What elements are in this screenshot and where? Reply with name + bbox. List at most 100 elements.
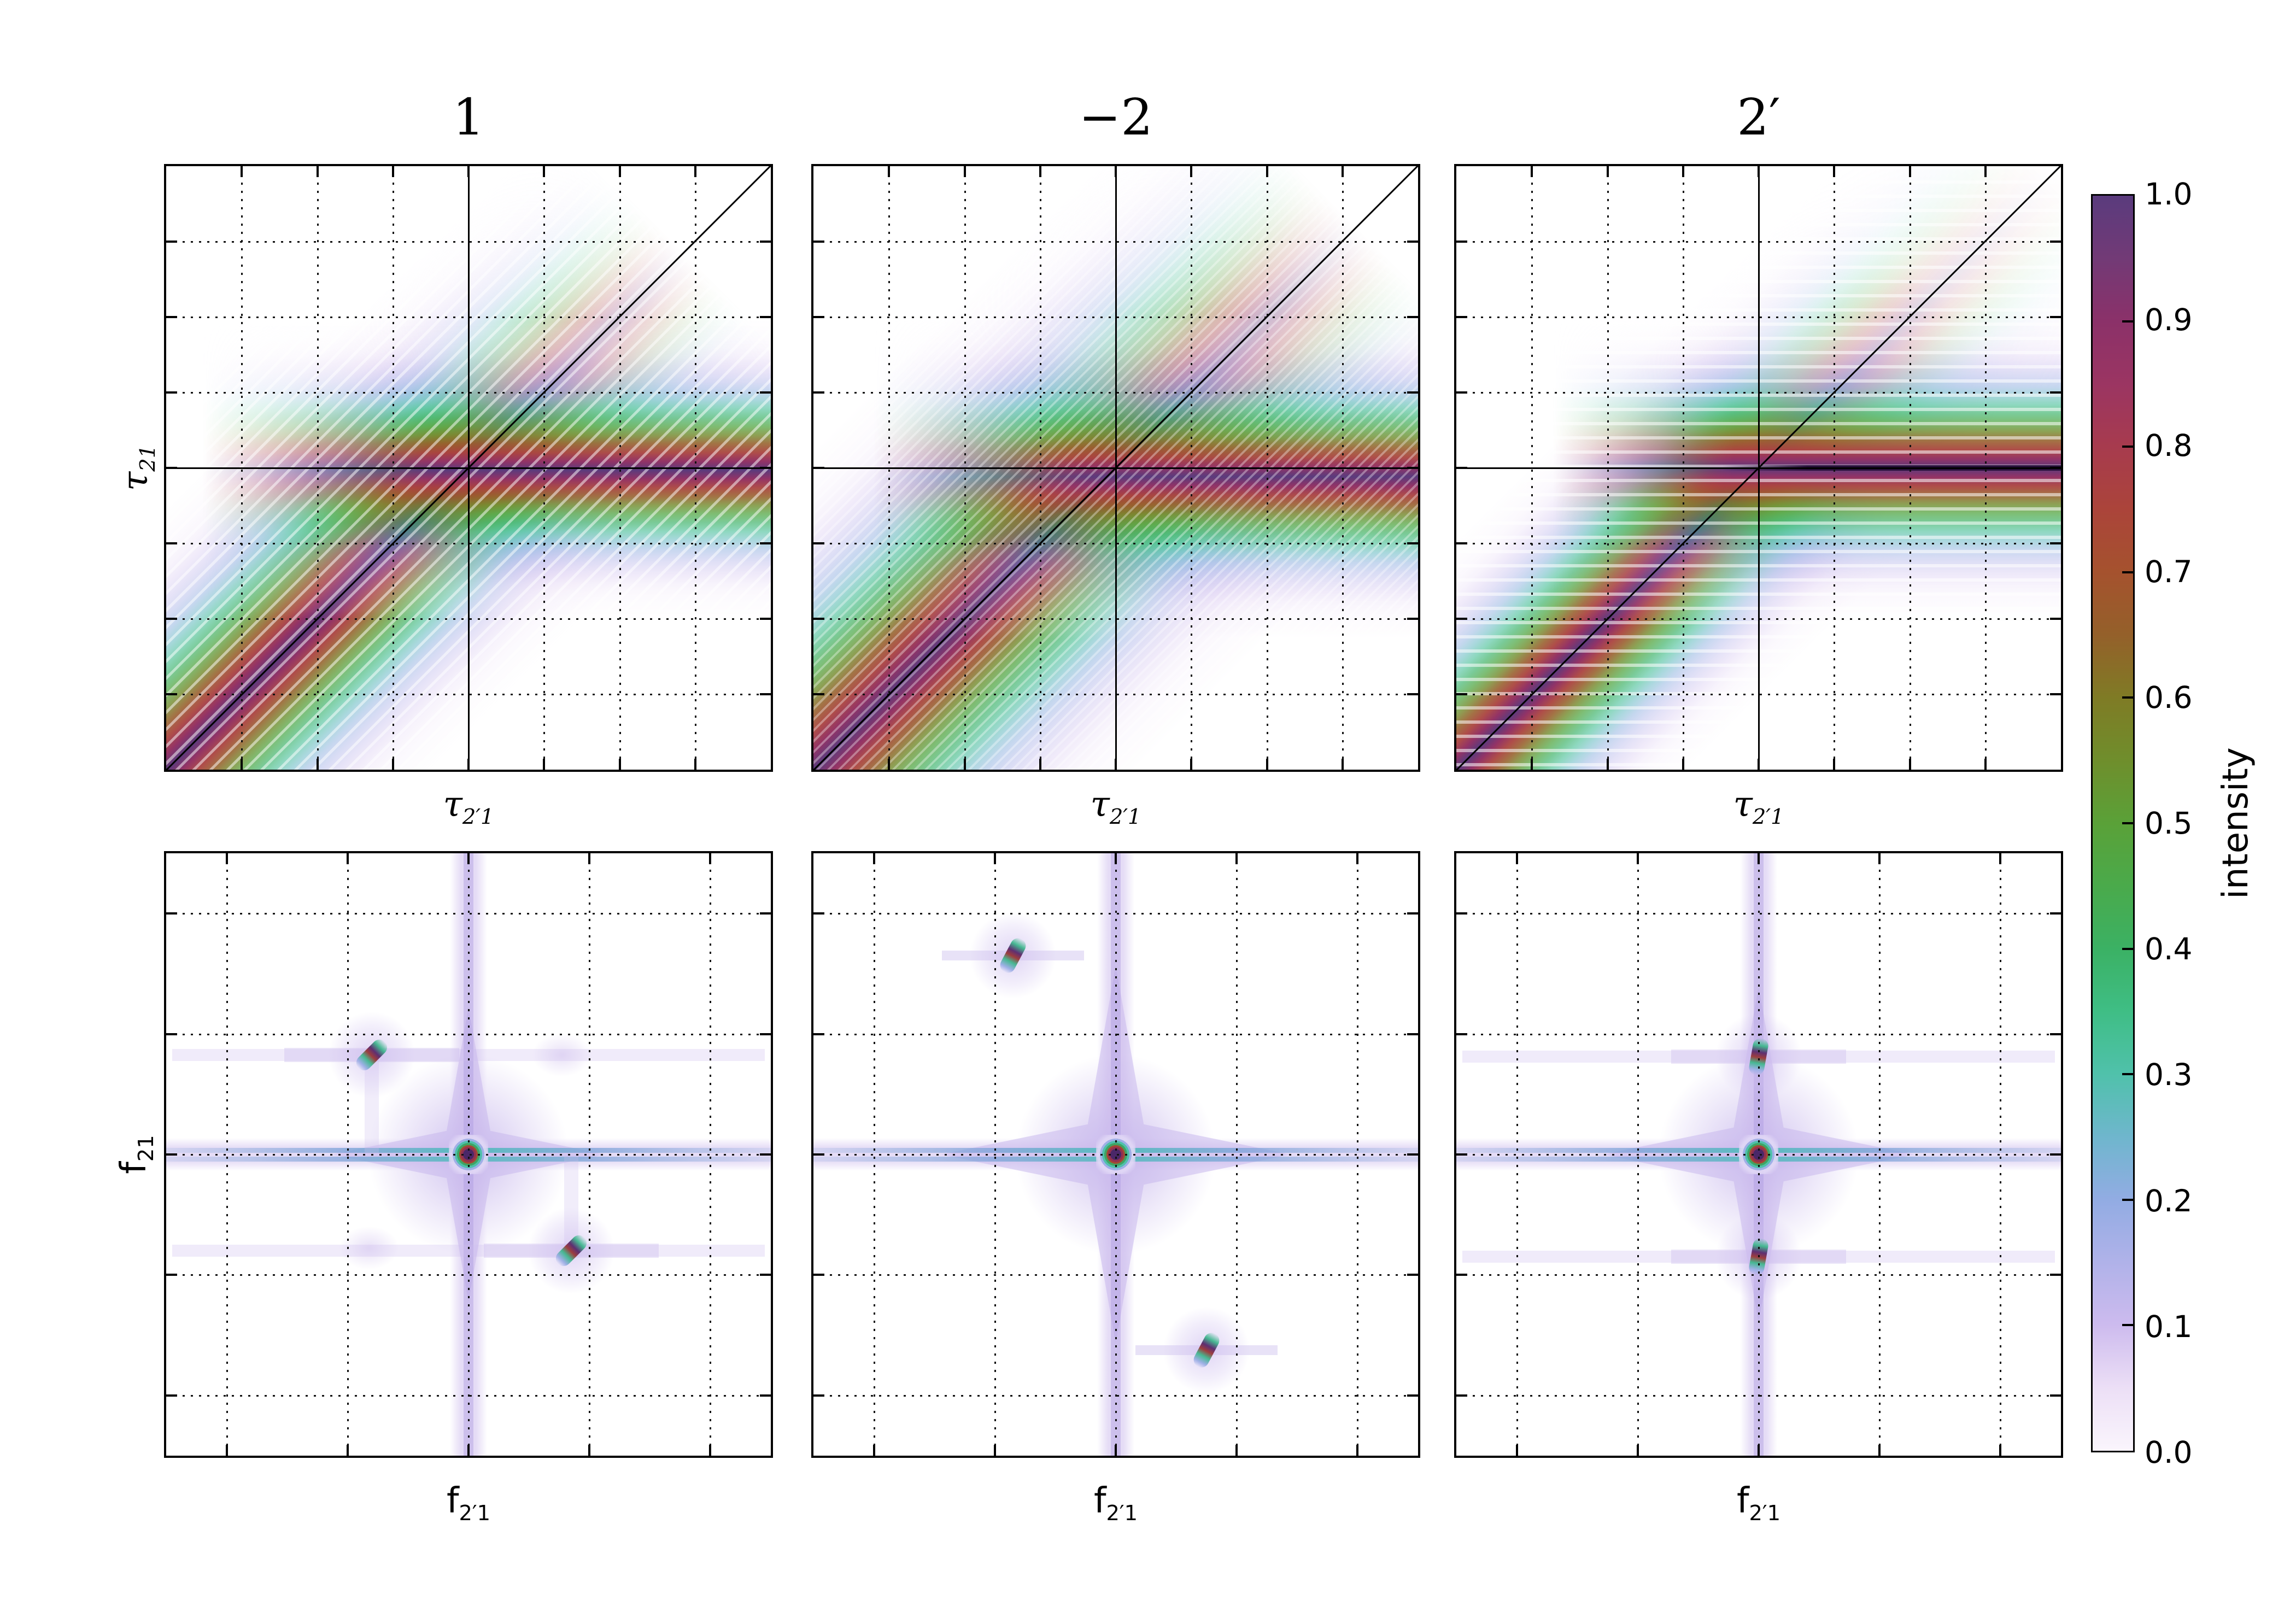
- tick-mark: [1266, 759, 1268, 770]
- tick-mark: [813, 542, 824, 544]
- tick-mark: [1456, 391, 1467, 394]
- tick-mark: [346, 1445, 349, 1456]
- colorbar-tick-label: 0.7: [2145, 554, 2193, 589]
- tick-mark: [241, 759, 243, 770]
- tick-mark: [1407, 693, 1418, 695]
- tick-mark: [813, 241, 824, 243]
- tick-mark: [813, 1153, 824, 1156]
- ghost-peak: [532, 1033, 593, 1077]
- colorbar-tick-label: 0.9: [2145, 302, 2193, 338]
- tau-subscript: 2′1: [462, 804, 494, 829]
- tick-mark: [166, 618, 177, 620]
- tick-mark: [1341, 166, 1344, 177]
- tick-mark: [760, 693, 771, 695]
- tick-mark: [1407, 912, 1418, 915]
- tick-mark: [1682, 166, 1684, 177]
- heatmap-panel-f-neg2: [811, 851, 1420, 1458]
- colorbar-tick-label: 0.2: [2145, 1183, 2193, 1218]
- f-symbol: f: [1736, 1481, 1749, 1521]
- tick-mark: [1758, 853, 1760, 864]
- tick-mark: [872, 1445, 875, 1456]
- tick-mark: [2050, 241, 2061, 243]
- tick-mark: [760, 542, 771, 544]
- heatmap-panel-tau-2prime: [1454, 164, 2063, 772]
- tau-symbol: τ: [443, 784, 462, 825]
- tick-mark: [872, 853, 875, 864]
- x-axis-label-f-col3: f2′1: [1567, 1468, 1950, 1534]
- tick-mark: [760, 618, 771, 620]
- tick-mark: [1606, 166, 1609, 177]
- gridline-horizontal: [166, 1394, 771, 1397]
- tick-mark: [467, 1445, 470, 1456]
- tick-mark: [1356, 853, 1359, 864]
- tick-mark: [1456, 1274, 1467, 1276]
- tick-mark: [2050, 912, 2061, 915]
- colorbar-tick-mark: [2122, 1073, 2133, 1076]
- tick-mark: [1984, 166, 1987, 177]
- tick-mark: [1407, 1153, 1418, 1156]
- tick-mark: [543, 166, 546, 177]
- x-axis-label-tau-col1: τ2′1: [277, 772, 660, 837]
- tick-mark: [618, 166, 621, 177]
- tick-mark: [1456, 1033, 1467, 1035]
- tick-mark: [241, 166, 243, 177]
- tau-symbol: τ: [1733, 784, 1753, 825]
- tick-mark: [813, 316, 824, 318]
- tick-mark: [1356, 1445, 1359, 1456]
- tick-mark: [2050, 391, 2061, 394]
- tick-mark: [1190, 759, 1193, 770]
- colorbar-tick-label: 0.5: [2145, 806, 2193, 841]
- tick-mark: [1407, 316, 1418, 318]
- tick-mark: [1456, 1153, 1467, 1156]
- tick-mark: [760, 1274, 771, 1276]
- panel-title-2prime: 2′: [1737, 88, 1780, 146]
- tick-mark: [1407, 391, 1418, 394]
- heatmap-panel-tau-1: [164, 164, 773, 772]
- colorbar: [2091, 194, 2135, 1452]
- tick-mark: [1456, 316, 1467, 318]
- colorbar-tick-mark: [2122, 1324, 2133, 1327]
- tick-mark: [166, 391, 177, 394]
- tick-mark: [2050, 618, 2061, 620]
- tick-mark: [1878, 853, 1881, 864]
- tick-mark: [316, 166, 319, 177]
- tick-mark: [1456, 912, 1467, 915]
- tick-mark: [588, 1445, 591, 1456]
- colorbar-tick-label: 0.3: [2145, 1057, 2193, 1093]
- tick-mark: [2050, 1153, 2061, 1156]
- tick-mark: [1833, 166, 1836, 177]
- gridline-horizontal: [1456, 1154, 2061, 1156]
- x-axis-label-tau-col2: τ2′1: [924, 772, 1307, 837]
- tick-mark: [760, 316, 771, 318]
- tick-mark: [1531, 166, 1533, 177]
- panel-title-neg2: −2: [1079, 88, 1153, 146]
- colorbar-tick-mark: [2122, 1198, 2133, 1201]
- tick-mark: [1456, 542, 1467, 544]
- gridline-vertical: [2000, 853, 2002, 1456]
- gridline-horizontal: [1456, 1394, 2061, 1397]
- tick-mark: [1456, 1394, 1467, 1397]
- tick-mark: [813, 693, 824, 695]
- tick-mark: [166, 542, 177, 544]
- tick-mark: [1515, 853, 1518, 864]
- colorbar-axis-label: intensity: [2216, 747, 2256, 899]
- tick-mark: [1407, 542, 1418, 544]
- tick-mark: [2050, 1394, 2061, 1397]
- gridline-horizontal: [166, 1154, 771, 1156]
- tick-mark: [1266, 166, 1268, 177]
- tick-mark: [166, 1033, 177, 1035]
- gridline-vertical: [710, 853, 712, 1456]
- y-axis-label-f21: f21: [114, 1135, 159, 1174]
- tick-mark: [760, 912, 771, 915]
- tau-subscript: 2′1: [1109, 804, 1141, 829]
- tick-mark: [1115, 1445, 1117, 1456]
- tick-mark: [1407, 618, 1418, 620]
- tick-mark: [166, 316, 177, 318]
- tick-mark: [391, 759, 394, 770]
- tick-mark: [225, 1445, 228, 1456]
- tick-mark: [166, 693, 177, 695]
- tick-mark: [993, 853, 996, 864]
- tick-mark: [1407, 1394, 1418, 1397]
- tick-mark: [391, 166, 394, 177]
